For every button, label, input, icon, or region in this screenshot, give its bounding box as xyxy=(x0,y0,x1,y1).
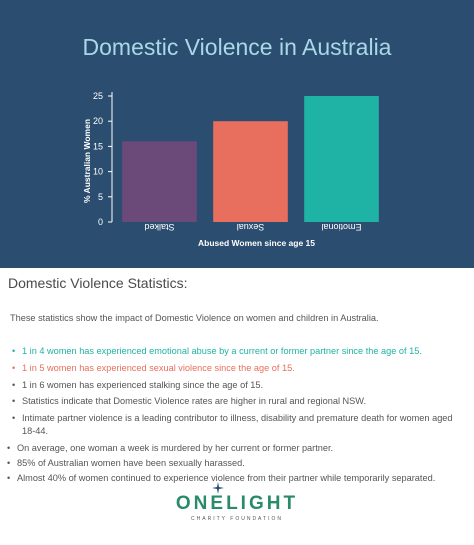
stat-item: 85% of Australian women have been sexual… xyxy=(0,457,474,470)
stat-item: Almost 40% of women continued to experie… xyxy=(0,472,474,485)
stat-item: 1 in 6 women has experienced stalking si… xyxy=(0,379,474,392)
logo-tagline: CHARITY FOUNDATION xyxy=(191,516,283,522)
logo: ONELIGHT CHARITY FOUNDATION xyxy=(0,482,474,522)
y-axis-label: % Australian Women xyxy=(82,119,92,203)
y-tick-label: 15 xyxy=(93,141,103,151)
stat-item: On average, one woman a week is murdered… xyxy=(0,442,474,455)
stat-item: Statistics indicate that Domestic Violen… xyxy=(0,395,474,408)
y-tick-label: 25 xyxy=(93,91,103,101)
chart-title: Domestic Violence in Australia xyxy=(82,34,392,60)
chart-panel: Domestic Violence in Australia 0 5 10 15 20 2… xyxy=(0,0,474,268)
x-axis-label: Abused Women since age 15 xyxy=(198,238,315,248)
x-tick-label: Emotional xyxy=(321,222,361,232)
stats-list: 1 in 4 women has experienced emotional a… xyxy=(0,345,474,487)
y-tick-label: 5 xyxy=(98,192,103,202)
bar-emotional xyxy=(304,96,379,222)
y-tick-label: 0 xyxy=(98,217,103,227)
star-icon xyxy=(211,482,224,494)
stats-heading: Domestic Violence Statistics: xyxy=(8,275,188,291)
y-tick-label: 10 xyxy=(93,167,103,177)
logo-name: ONELIGHT xyxy=(175,493,299,514)
x-tick-label: Sexual xyxy=(237,222,265,232)
bar-sexual xyxy=(213,121,288,222)
stat-item: Intimate partner violence is a leading c… xyxy=(0,412,474,437)
bar-stalked xyxy=(122,141,197,222)
logo-wordmark: ONELIGHT xyxy=(175,482,299,515)
stat-item: 1 in 5 women has experienced sexual viol… xyxy=(0,362,474,375)
x-tick-label: Stalked xyxy=(144,222,174,232)
y-tick-label: 20 xyxy=(93,116,103,126)
stat-item: 1 in 4 women has experienced emotional a… xyxy=(0,345,474,358)
bar-chart: 0 5 10 15 20 25 Stalked Sexual Emotional Abused W… xyxy=(82,91,379,248)
stats-intro: These statistics show the impact of Dome… xyxy=(10,313,379,323)
